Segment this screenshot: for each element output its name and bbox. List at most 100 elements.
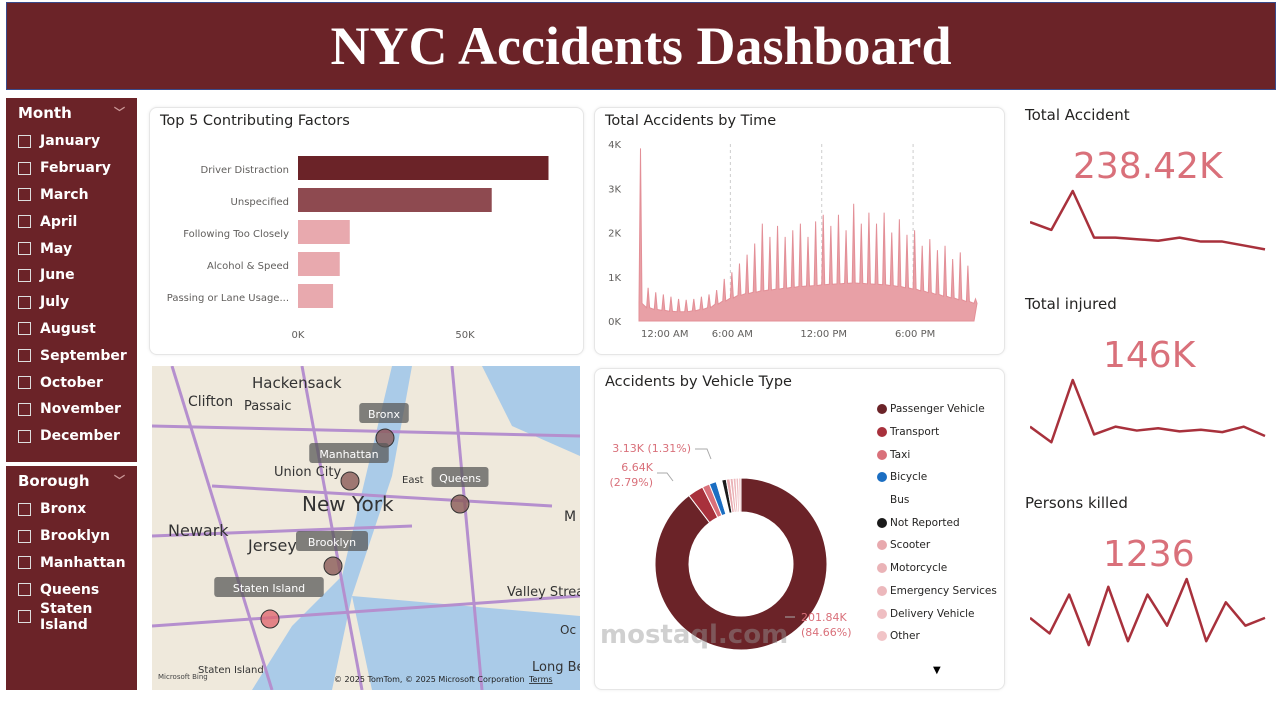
slicer-option[interactable]: Manhattan bbox=[18, 550, 126, 577]
data-label: (84.66%) bbox=[801, 626, 852, 639]
checkbox[interactable] bbox=[18, 429, 31, 443]
legend-item[interactable]: Delivery Vehicle bbox=[877, 602, 997, 625]
slicer-option[interactable]: November bbox=[18, 396, 125, 423]
data-label: 6.64K bbox=[621, 461, 653, 474]
accidents-area bbox=[638, 148, 978, 322]
checkbox[interactable] bbox=[18, 188, 31, 202]
time-title: Total Accidents by Time bbox=[605, 113, 777, 129]
checkbox[interactable] bbox=[18, 322, 31, 336]
legend-dot-icon bbox=[877, 449, 887, 460]
checkbox[interactable] bbox=[18, 402, 31, 416]
legend-label: Scooter bbox=[890, 539, 931, 552]
slicer-option[interactable]: Queens bbox=[18, 576, 125, 603]
slicer-option[interactable]: Brooklyn bbox=[18, 523, 125, 550]
legend-dot-icon bbox=[877, 540, 887, 551]
checkbox[interactable] bbox=[18, 134, 31, 148]
legend-dot-icon bbox=[877, 608, 887, 619]
checkbox[interactable] bbox=[18, 556, 31, 570]
bar bbox=[298, 284, 334, 308]
slicer-option[interactable]: December bbox=[18, 423, 125, 450]
borough-label-bg bbox=[359, 403, 409, 423]
slicer-option[interactable]: September bbox=[18, 342, 127, 369]
option-label: August bbox=[40, 320, 96, 337]
legend-dot-icon bbox=[877, 404, 887, 415]
checkbox[interactable] bbox=[18, 295, 31, 309]
checkbox[interactable] bbox=[18, 376, 31, 390]
option-label: February bbox=[40, 160, 111, 177]
chevron-down-icon[interactable]: ﹀ bbox=[114, 474, 125, 487]
bar-label: Driver Distraction bbox=[201, 165, 289, 176]
slicer-option[interactable]: October bbox=[18, 369, 125, 396]
checkbox[interactable] bbox=[18, 529, 31, 543]
legend-item[interactable]: Bicycle bbox=[877, 466, 997, 489]
water bbox=[482, 366, 580, 456]
checkbox[interactable] bbox=[18, 242, 31, 256]
donut-slice bbox=[654, 477, 828, 651]
slicer-option[interactable]: March bbox=[18, 182, 125, 209]
slicer-option[interactable]: May bbox=[18, 235, 125, 262]
slicer-option[interactable]: July bbox=[18, 289, 125, 316]
factors-card: Top 5 Contributing Factors Driver Distra… bbox=[149, 107, 584, 355]
slicer-option[interactable]: August bbox=[18, 316, 125, 343]
place-name: New York bbox=[302, 492, 394, 516]
legend-item[interactable]: Taxi bbox=[877, 443, 997, 466]
chevron-down-icon[interactable]: ﹀ bbox=[114, 106, 125, 119]
checkbox[interactable] bbox=[18, 502, 31, 516]
road bbox=[300, 366, 364, 690]
checkbox[interactable] bbox=[18, 161, 31, 175]
sparkline bbox=[1030, 577, 1266, 647]
dashboard-header: NYC Accidents Dashboard bbox=[6, 2, 1276, 90]
water bbox=[352, 596, 580, 690]
slicer-option[interactable]: February bbox=[18, 155, 125, 182]
checkbox[interactable] bbox=[18, 215, 31, 229]
legend-label: Motorcycle bbox=[890, 562, 948, 575]
kpi-value: 238.42K bbox=[1073, 146, 1223, 187]
road bbox=[450, 366, 484, 690]
borough-slicer-title: Borough bbox=[18, 472, 90, 490]
option-label: July bbox=[40, 294, 70, 311]
legend-item[interactable]: Transport bbox=[877, 421, 997, 444]
borough-map[interactable]: Hackensack Clifton Passaic Union City New Yo… bbox=[152, 366, 580, 690]
legend-label: Other bbox=[890, 630, 920, 643]
checkbox[interactable] bbox=[18, 610, 31, 624]
bar-label: Passing or Lane Usage... bbox=[167, 293, 289, 304]
vehicle-card: Accidents by Vehicle Type 201.84K (84.66%… bbox=[594, 368, 1005, 690]
kpi-sparkline bbox=[1030, 378, 1266, 444]
slicer-option[interactable]: Staten Island bbox=[18, 600, 125, 633]
legend-item[interactable]: Bus bbox=[877, 489, 997, 512]
vehicle-title: Accidents by Vehicle Type bbox=[605, 374, 792, 390]
legend-dot-icon bbox=[877, 517, 887, 528]
borough-marker bbox=[450, 494, 470, 514]
legend-item[interactable]: Emergency Services bbox=[877, 580, 997, 603]
terms-link: Terms bbox=[528, 675, 553, 684]
place-name: Long Be bbox=[532, 660, 580, 675]
x-tick: 6:00 AM bbox=[712, 329, 753, 340]
legend-item[interactable]: Scooter bbox=[877, 534, 997, 557]
checkbox[interactable] bbox=[18, 583, 31, 597]
legend-item[interactable]: Other bbox=[877, 625, 997, 648]
legend-item[interactable]: Passenger Vehicle bbox=[877, 398, 997, 421]
place-name: Oc bbox=[560, 623, 576, 637]
legend-scroll-down-icon[interactable]: ▼ bbox=[933, 665, 941, 676]
legend-dot-icon bbox=[877, 472, 887, 483]
slicer-option[interactable]: April bbox=[18, 208, 125, 235]
legend-label: Bus bbox=[890, 494, 910, 507]
data-label: 3.13K (1.31%) bbox=[612, 442, 691, 455]
borough-label: Manhattan bbox=[319, 448, 378, 461]
slicer-option[interactable]: June bbox=[18, 262, 125, 289]
slicer-option[interactable]: Bronx bbox=[18, 496, 125, 523]
legend-label: Delivery Vehicle bbox=[890, 607, 975, 620]
legend-item[interactable]: Not Reported bbox=[877, 511, 997, 534]
legend-dot-icon bbox=[877, 585, 887, 596]
option-label: Staten Island bbox=[40, 600, 93, 633]
road bbox=[152, 524, 413, 538]
legend-item[interactable]: Motorcycle bbox=[877, 557, 997, 580]
checkbox[interactable] bbox=[18, 349, 31, 363]
bar-label: Following Too Closely bbox=[183, 229, 289, 240]
option-label: March bbox=[40, 186, 89, 203]
slicer-option[interactable]: January bbox=[18, 128, 125, 155]
checkbox[interactable] bbox=[18, 268, 31, 282]
page-title: NYC Accidents Dashboard bbox=[330, 16, 952, 76]
option-label: September bbox=[40, 347, 127, 364]
legend-dot-icon bbox=[877, 631, 887, 642]
